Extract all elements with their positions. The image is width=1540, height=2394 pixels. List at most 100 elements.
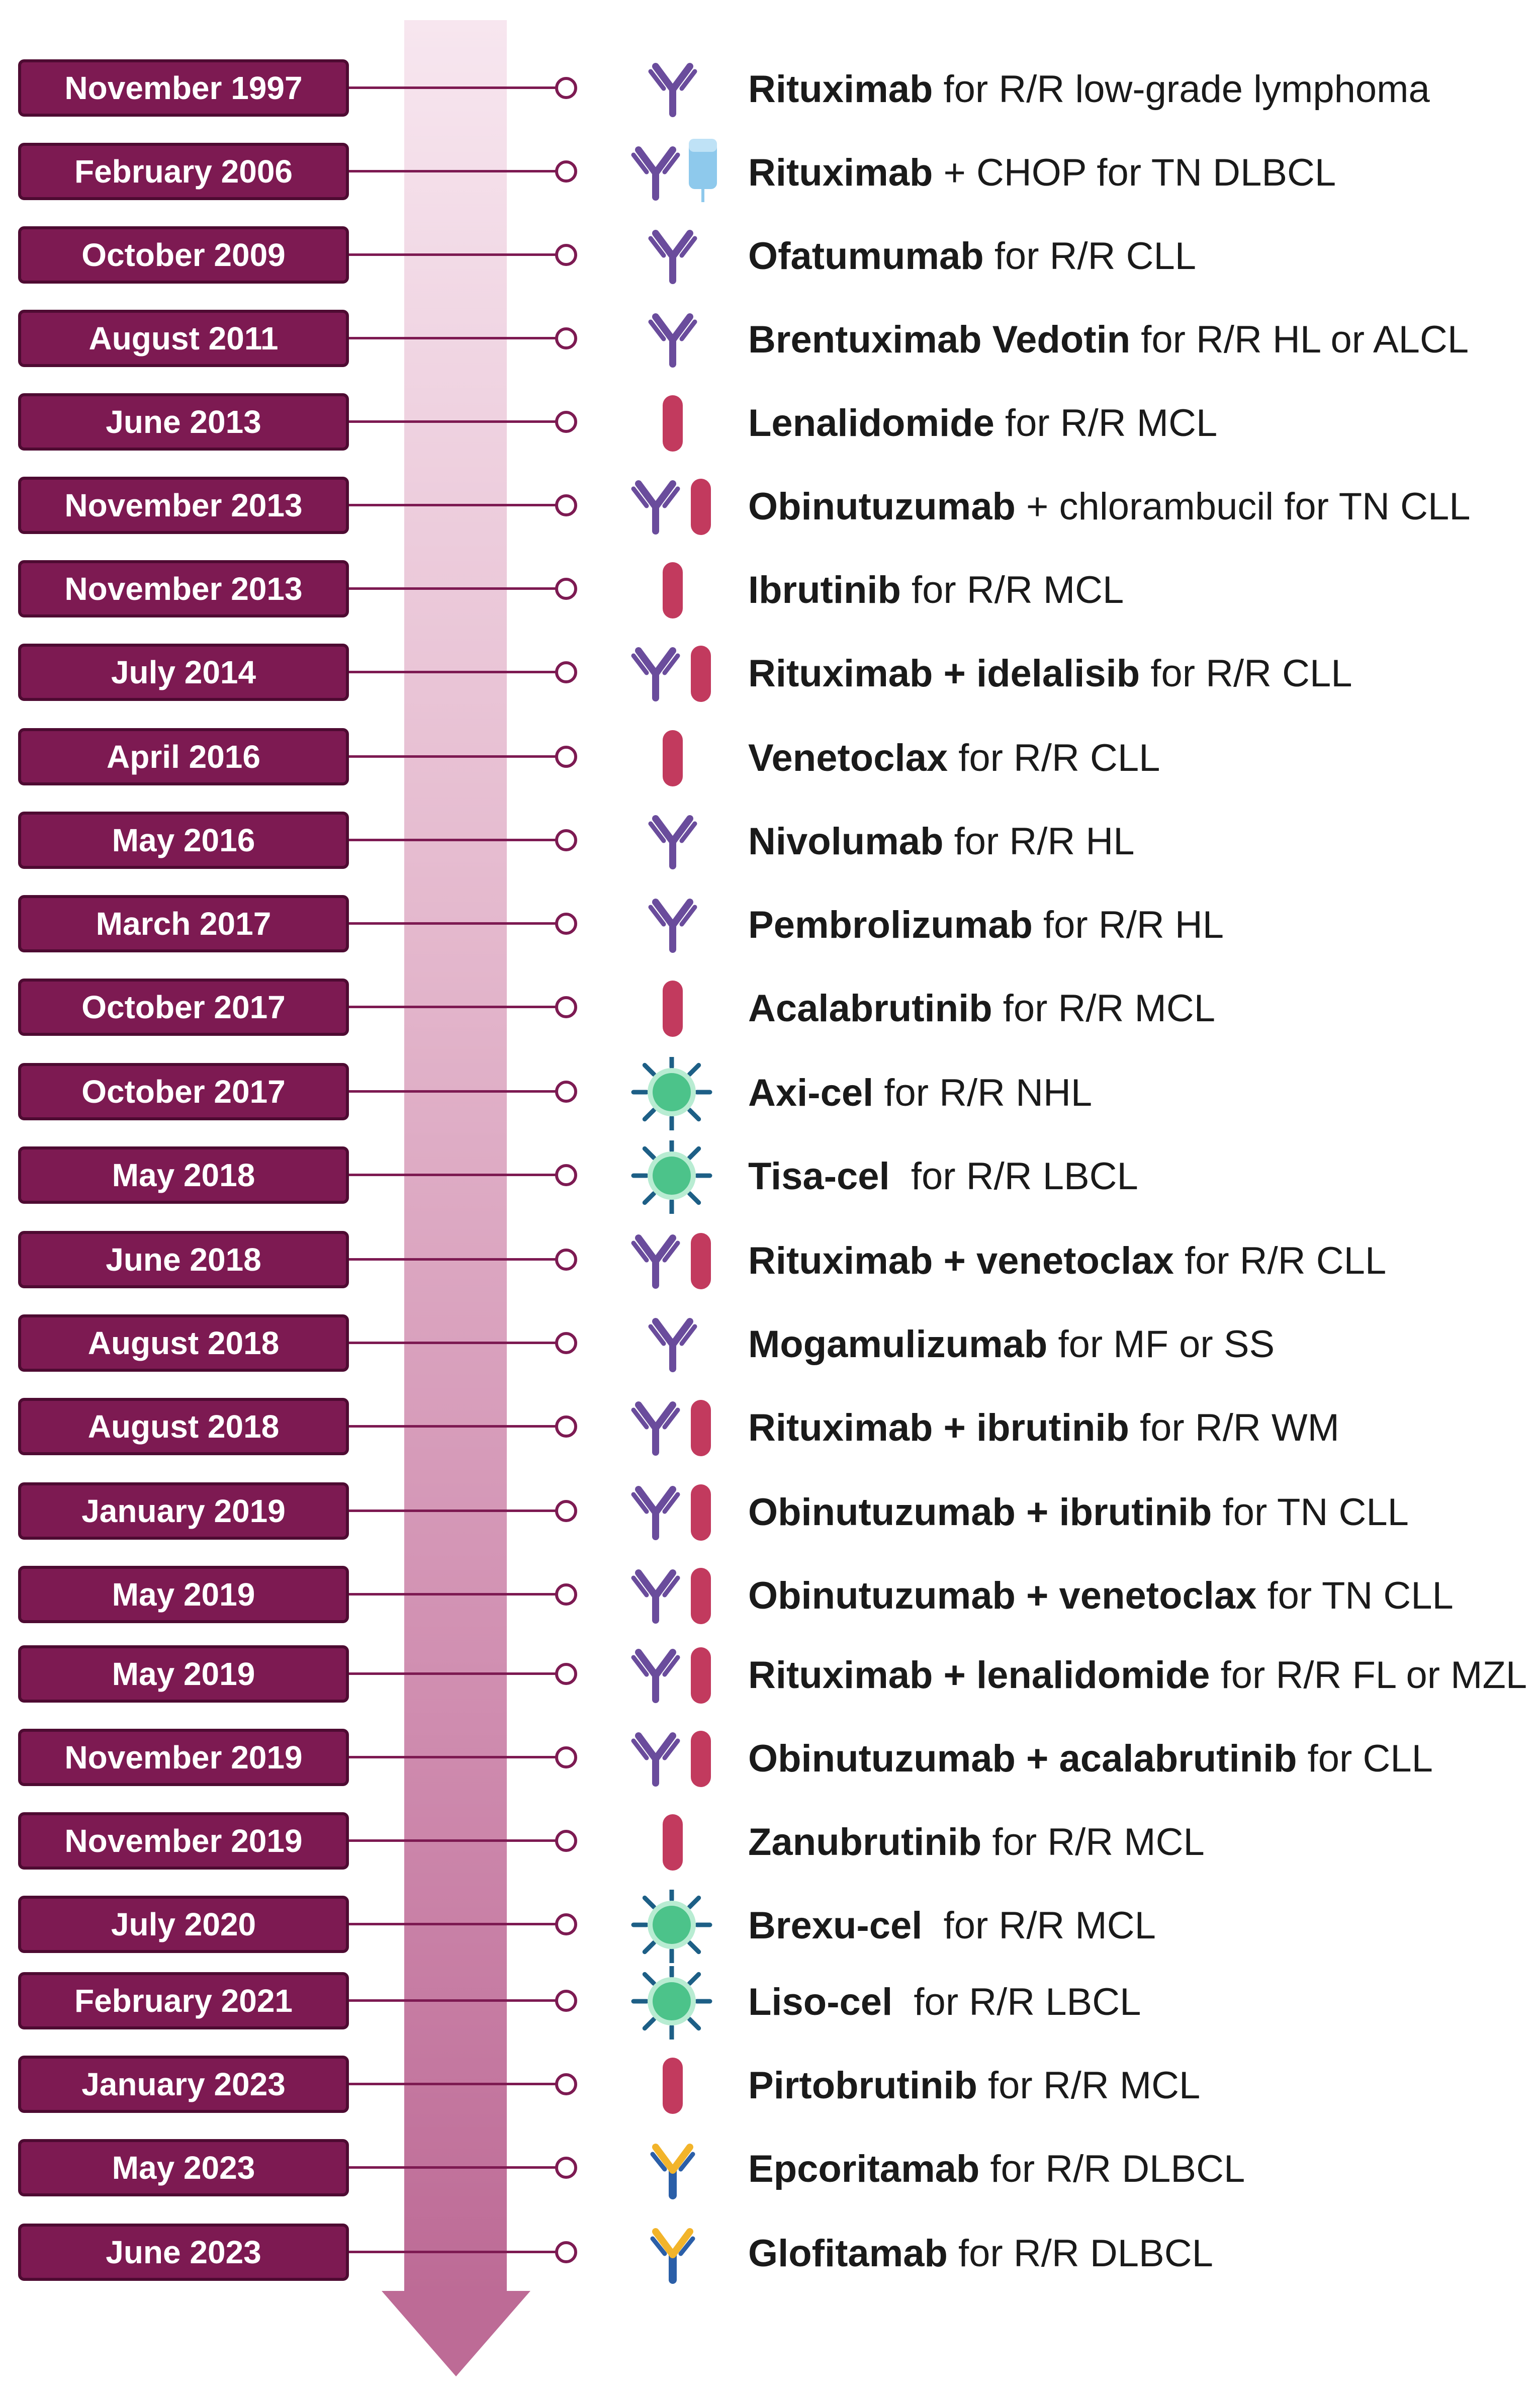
indication-text: for R/R DLBCL xyxy=(947,2232,1213,2275)
date-label: August 2018 xyxy=(18,1314,349,1372)
antibody-pill-icon xyxy=(608,1639,734,1713)
indication-text: + CHOP for TN DLBCL xyxy=(933,151,1336,194)
approval-description: Obinutuzumab + ibrutinib for TN CLL xyxy=(748,1488,1409,1537)
timeline-node xyxy=(555,1746,577,1768)
indication-text: for R/R MCL xyxy=(922,1904,1156,1947)
car-t-cell-icon xyxy=(608,1135,734,1216)
drug-name: Obinutuzumab + venetoclax xyxy=(748,1574,1257,1617)
connector-line xyxy=(349,755,558,758)
milestone-row: November 2013 Obinutuzumab + chlorambuci… xyxy=(0,476,1540,539)
car-t-cell-icon xyxy=(608,1051,734,1133)
date-label: October 2017 xyxy=(18,979,349,1036)
indication-text: for R/R MCL xyxy=(981,1821,1205,1864)
antibody-icon xyxy=(608,806,734,879)
timeline-node xyxy=(555,2073,577,2095)
connector-line xyxy=(349,2083,558,2085)
indication-text: for R/R FL or MZL xyxy=(1210,1654,1527,1697)
drug-name: Lenalidomide xyxy=(748,402,994,445)
connector-line xyxy=(349,86,558,89)
timeline-node xyxy=(555,1081,577,1103)
timeline-node xyxy=(555,996,577,1018)
drug-name: Pembrolizumab xyxy=(748,904,1033,946)
milestone-row: June 2013 Lenalidomide for R/R MCL xyxy=(0,392,1540,456)
timeline-node xyxy=(555,1249,577,1271)
drug-name: Zanubrutinib xyxy=(748,1821,982,1864)
antibody-icon xyxy=(608,1308,734,1382)
antibody-icon xyxy=(608,220,734,294)
connector-line xyxy=(349,1593,558,1595)
pill-icon xyxy=(608,972,734,1046)
date-label: May 2016 xyxy=(18,812,349,869)
date-label: November 2019 xyxy=(18,1729,349,1786)
connector-line xyxy=(349,1174,558,1176)
drug-name: Venetoclax xyxy=(748,737,948,779)
connector-line xyxy=(349,1756,558,1758)
date-label: August 2011 xyxy=(18,310,349,367)
connector-line xyxy=(349,1923,558,1925)
milestone-row: January 2023 Pirtobrutinib for R/R MCL xyxy=(0,2055,1540,2118)
antibody-pill-icon xyxy=(608,1476,734,1550)
date-label: November 1997 xyxy=(18,59,349,117)
milestone-row: June 2018 Rituximab + venetoclax for R/R… xyxy=(0,1230,1540,1293)
date-label: November 2013 xyxy=(18,560,349,617)
drug-name: Obinutuzumab xyxy=(748,485,1016,528)
approval-description: Ibrutinib for R/R MCL xyxy=(748,566,1124,614)
milestone-row: July 2020 Brexu-cel for R/R MCL xyxy=(0,1884,1540,1966)
approval-description: Axi-cel for R/R NHL xyxy=(748,1069,1092,1117)
indication-text: for R/R MCL xyxy=(994,402,1218,445)
drug-name: Acalabrutinib xyxy=(748,987,992,1030)
approval-description: Obinutuzumab + chlorambucil for TN CLL xyxy=(748,483,1471,531)
date-label: February 2006 xyxy=(18,143,349,200)
pill-icon xyxy=(608,387,734,461)
timeline-node xyxy=(555,578,577,600)
timeline-node xyxy=(555,327,577,349)
timeline-node xyxy=(555,1913,577,1935)
drug-name: Axi-cel xyxy=(748,1072,874,1114)
milestone-row: April 2016 Venetoclax for R/R CLL xyxy=(0,727,1540,790)
timeline-node xyxy=(555,1164,577,1186)
connector-line xyxy=(349,253,558,256)
date-label: April 2016 xyxy=(18,728,349,785)
date-label: January 2023 xyxy=(18,2056,349,2113)
milestone-row: May 2023 Epcoritamab for R/R DLBCL xyxy=(0,2138,1540,2201)
date-label: July 2014 xyxy=(18,644,349,701)
date-label: June 2013 xyxy=(18,393,349,451)
milestone-row: November 2019 Obinutuzumab + acalabrutin… xyxy=(0,1728,1540,1791)
connector-line xyxy=(349,671,558,673)
milestone-row: February 2006 Rituximab + CHOP for TN DL… xyxy=(0,139,1540,205)
connector-line xyxy=(349,1839,558,1842)
indication-text: for CLL xyxy=(1297,1737,1433,1780)
bispecific-antibody-icon xyxy=(608,2133,734,2206)
drug-name: Glofitamab xyxy=(748,2232,948,2275)
drug-name: Rituximab + lenalidomide xyxy=(748,1654,1210,1697)
connector-line xyxy=(349,1342,558,1344)
milestone-row: November 2019 Zanubrutinib for R/R MCL xyxy=(0,1811,1540,1875)
car-t-cell-icon xyxy=(608,1884,734,1966)
date-label: October 2017 xyxy=(18,1063,349,1120)
date-label: May 2018 xyxy=(18,1146,349,1204)
timeline-node xyxy=(555,1663,577,1685)
approval-description: Zanubrutinib for R/R MCL xyxy=(748,1818,1205,1867)
approval-description: Rituximab + lenalidomide for R/R FL or M… xyxy=(748,1651,1527,1700)
approval-description: Pembrolizumab for R/R HL xyxy=(748,901,1224,949)
antibody-icon xyxy=(608,889,734,962)
timeline-node xyxy=(555,244,577,266)
milestone-row: February 2021 Liso-cel for R/R LBCL xyxy=(0,1961,1540,2042)
bispecific-antibody-icon xyxy=(608,2218,734,2291)
approval-description: Epcoritamab for R/R DLBCL xyxy=(748,2145,1245,2193)
indication-text: for R/R MCL xyxy=(992,987,1216,1030)
approval-description: Lenalidomide for R/R MCL xyxy=(748,399,1217,448)
drug-name: Rituximab xyxy=(748,68,933,111)
connector-line xyxy=(349,337,558,339)
indication-text: for R/R LBCL xyxy=(892,1981,1141,2023)
antibody-pill-icon xyxy=(608,638,734,711)
indication-text: for R/R CLL xyxy=(1173,1239,1387,1282)
connector-line xyxy=(349,587,558,590)
drug-name: Rituximab xyxy=(748,151,933,194)
milestone-row: May 2018 Tisa-cel for R/R LBCL xyxy=(0,1135,1540,1216)
milestone-row: November 1997 Rituximab for R/R low-grad… xyxy=(0,58,1540,122)
date-label: July 2020 xyxy=(18,1896,349,1953)
date-label: January 2019 xyxy=(18,1482,349,1540)
indication-text: for R/R HL xyxy=(1032,904,1224,946)
